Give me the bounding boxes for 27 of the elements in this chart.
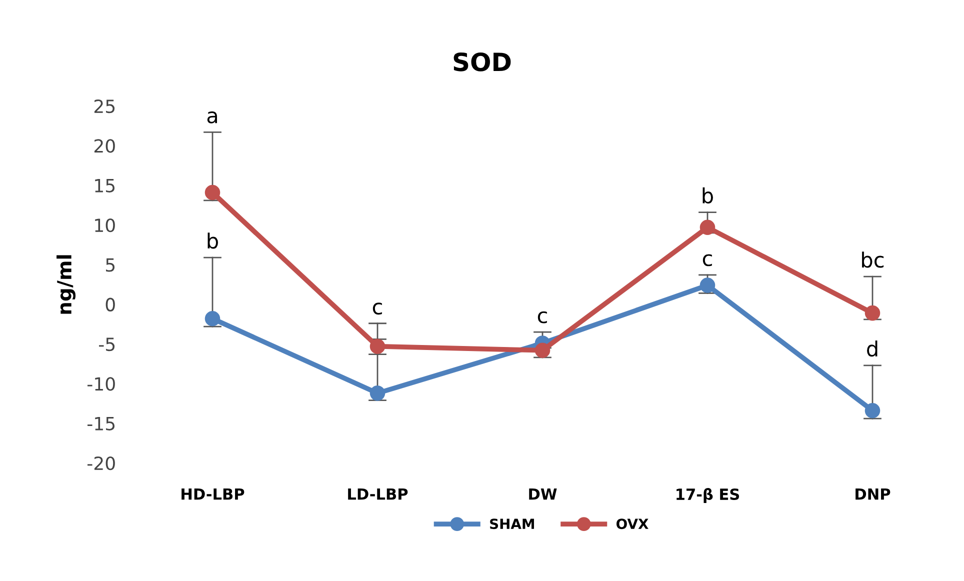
y-tick-label: 20 xyxy=(94,139,115,153)
x-tick-label: LD-LBP xyxy=(348,488,408,500)
y-tick-label: -15 xyxy=(88,417,115,430)
x-tick-label: DW xyxy=(529,488,557,500)
annotation: c xyxy=(702,254,712,266)
annotation: bc xyxy=(862,252,884,268)
y-tick-label: -10 xyxy=(88,377,115,391)
x-tick-label: DNP xyxy=(856,488,890,500)
annotation: a xyxy=(207,111,217,124)
y-tick-label: 0 xyxy=(106,298,115,312)
annotation: b xyxy=(702,187,713,204)
y-tick-label: 5 xyxy=(106,258,115,272)
legend-label: SHAM xyxy=(490,518,534,530)
chart-title: SOD xyxy=(454,52,511,72)
annotation: c xyxy=(372,302,382,315)
annotation: d xyxy=(867,340,878,357)
annotation: b xyxy=(208,232,218,249)
x-tick-label: 17-β ES xyxy=(676,488,740,503)
y-tick-label: 25 xyxy=(94,99,115,114)
y-tick-label: -20 xyxy=(88,456,115,470)
y-tick-label: -5 xyxy=(98,338,115,352)
legend-label: OVX xyxy=(616,518,648,530)
y-tick-label: 10 xyxy=(95,218,115,232)
x-tick-label: HD-LBP xyxy=(182,488,244,500)
annotation: c xyxy=(538,311,547,324)
y-axis-title: ng/ml xyxy=(56,255,76,314)
y-tick-label: 15 xyxy=(95,179,115,192)
